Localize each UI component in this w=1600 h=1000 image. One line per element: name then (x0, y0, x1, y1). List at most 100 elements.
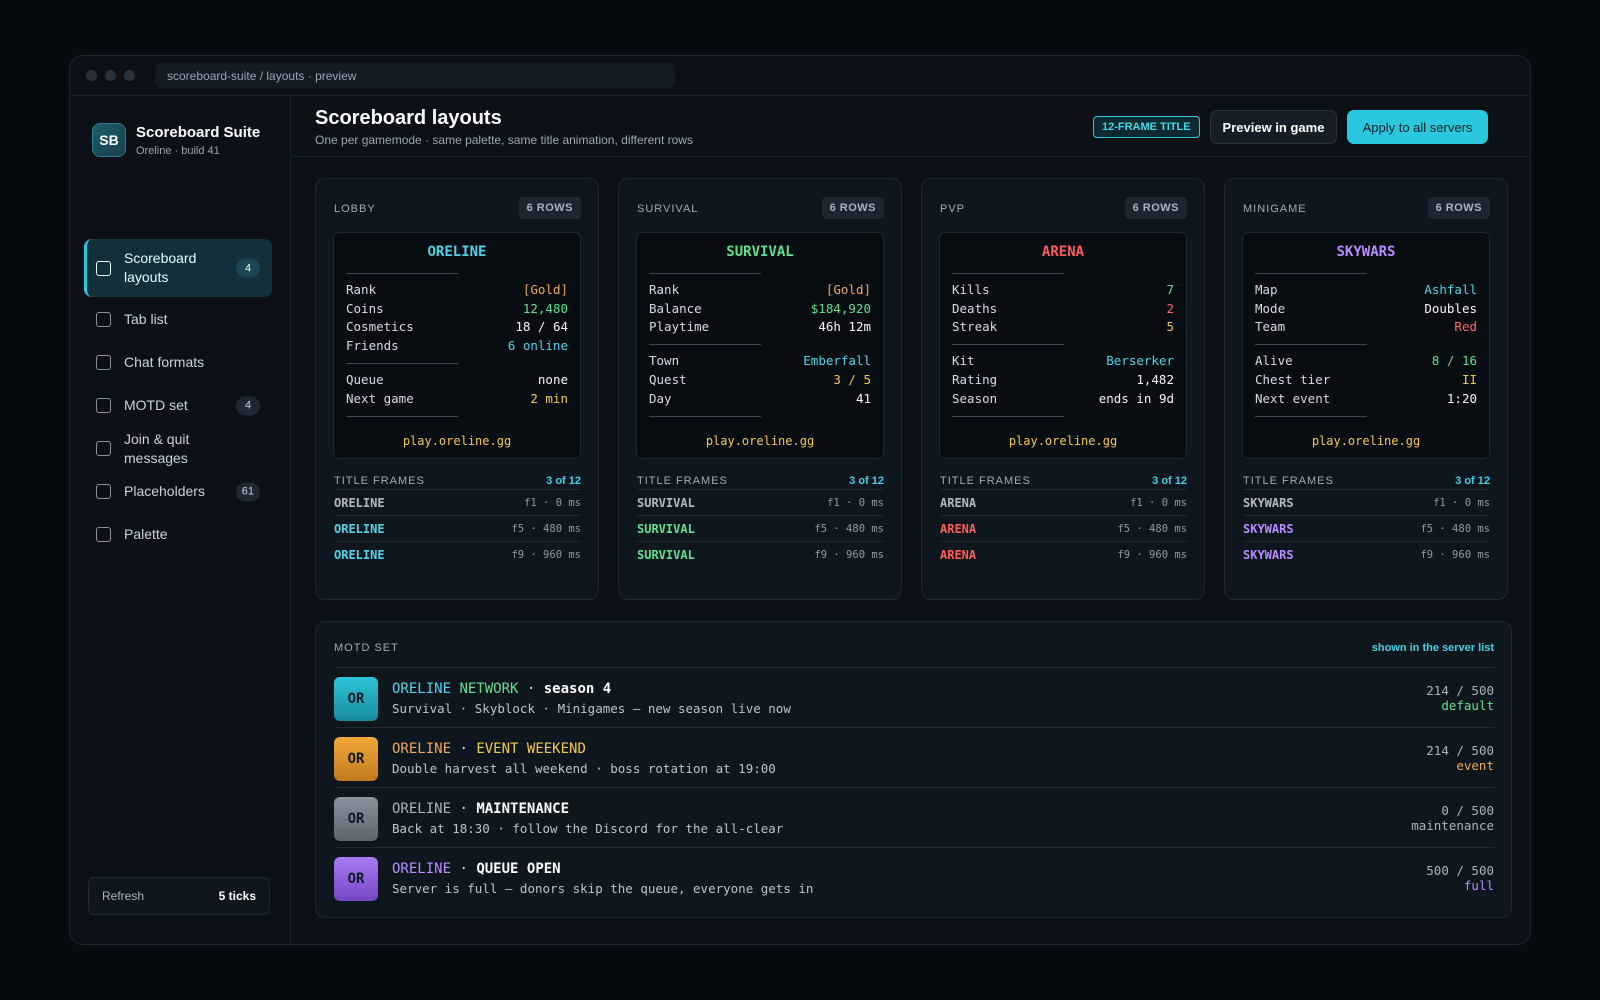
window-maximize-dot[interactable] (124, 70, 135, 81)
gamemode-label: LOBBY (334, 203, 376, 215)
sidebar-item-motd-set[interactable]: MOTD set 4 (84, 384, 272, 427)
window-close-dot[interactable] (86, 70, 97, 81)
row-label: Rank (649, 282, 680, 297)
motd-description: Back at 18:30 · follow the Discord for t… (392, 821, 784, 836)
sidebar-item-tab-list[interactable]: Tab list (84, 298, 272, 341)
row-value: Berserker (1106, 353, 1174, 369)
address-bar[interactable]: scoreboard-suite / layouts · preview (155, 63, 675, 88)
motd-entry[interactable]: OR ORELINE NETWORK · season 4 Survival · S… (334, 667, 1494, 727)
title-frames-count[interactable]: 3 of 12 (849, 475, 884, 487)
refresh-value: 5 ticks (218, 889, 256, 903)
motd-entry[interactable]: OR ORELINE · QUEUE OPEN Server is full — d… (334, 847, 1494, 907)
sidebar-item-label: MOTD set (124, 397, 188, 413)
scoreboard-row: Playtime 46h 12m (649, 319, 871, 334)
title-frame-row[interactable]: ARENA f9 · 960 ms (940, 541, 1187, 567)
title-frame-row[interactable]: ORELINE f5 · 480 ms (334, 515, 581, 541)
scoreboard-row: Alive 8 / 16 (1255, 353, 1477, 368)
title-frame-row[interactable]: SURVIVAL f5 · 480 ms (637, 515, 884, 541)
frame-text: ORELINE (334, 547, 385, 562)
motd-status: event (1456, 758, 1494, 773)
frame-text: SURVIVAL (637, 521, 695, 536)
row-value: ends in 9d (1098, 390, 1174, 406)
frame-text: ARENA (940, 547, 977, 562)
motd-headline-part: EVENT WEEKEND (476, 741, 586, 757)
server-icon: OR (334, 797, 378, 841)
refresh-control[interactable]: Refresh 5 ticks (88, 877, 270, 915)
title-frame-row[interactable]: SKYWARS f5 · 480 ms (1243, 515, 1490, 541)
server-icon: OR (334, 857, 378, 901)
frame-text: SKYWARS (1243, 495, 1294, 510)
title-frame-row[interactable]: SURVIVAL f9 · 960 ms (637, 541, 884, 567)
divider (346, 416, 458, 417)
frame-meta: f5 · 480 ms (1117, 522, 1187, 535)
count-badge: 4 (236, 396, 260, 415)
frame-text: ORELINE (334, 521, 385, 536)
scoreboard-preview: ORELINE Rank [Gold] Coins 12,480 Cosmetics 18 … (333, 232, 581, 459)
sidebar-item-placeholders[interactable]: Placeholders 61 (84, 470, 272, 513)
sidebar-item-palette[interactable]: Palette (84, 513, 272, 556)
brand: SB Scoreboard Suite Oreline · build 41 (92, 123, 260, 157)
motd-headline-part: ORELINE (392, 741, 452, 757)
title-frames-header: TITLE FRAMES 3 of 12 (940, 475, 1187, 487)
frame-text: SURVIVAL (637, 495, 695, 510)
title-frame-row[interactable]: ARENA f5 · 480 ms (940, 515, 1187, 541)
scoreboard-title: ARENA (1041, 244, 1085, 260)
titlebar: scoreboard-suite / layouts · preview (70, 56, 1530, 96)
scoreboard-title: SKYWARS (1336, 244, 1396, 260)
motd-headline-part: · (451, 801, 477, 817)
window-minimize-dot[interactable] (105, 70, 116, 81)
title-frame-row[interactable]: SKYWARS f1 · 0 ms (1243, 489, 1490, 515)
title-frames-count[interactable]: 3 of 12 (1152, 475, 1187, 487)
title-frame-row[interactable]: ORELINE f9 · 960 ms (334, 541, 581, 567)
title-frame-row[interactable]: SURVIVAL f1 · 0 ms (637, 489, 884, 515)
row-label: Queue (346, 371, 384, 387)
sidebar-item-label: Join & quit messages (124, 430, 190, 466)
frame-meta: f5 · 480 ms (1420, 522, 1490, 535)
frame-meta: f1 · 0 ms (827, 496, 884, 509)
row-value: 2 (1166, 300, 1174, 316)
preview-in-game-button[interactable]: Preview in game (1210, 110, 1337, 144)
sidebar-item-chat-formats[interactable]: Chat formats (84, 341, 272, 384)
title-frame-row[interactable]: SKYWARS f9 · 960 ms (1243, 541, 1490, 567)
frame-text: ARENA (940, 495, 977, 510)
motd-entry[interactable]: OR ORELINE · MAINTENANCE Back at 18:30 · f… (334, 787, 1494, 847)
row-label: Streak (952, 319, 998, 335)
main-content: Scoreboard layouts One per gamemode · sa… (291, 96, 1530, 944)
motd-headline-part: · (451, 861, 477, 877)
frame-meta: f9 · 960 ms (1117, 548, 1187, 561)
divider (1255, 344, 1367, 346)
scoreboard-row: Kit Berserker (952, 353, 1174, 368)
server-address: play.oreline.gg (705, 434, 815, 448)
frame-text: SKYWARS (1243, 521, 1294, 536)
sidebar-item-join-quit-messages[interactable]: Join & quit messages (84, 427, 272, 470)
sidebar-item-label: Scoreboard layouts (124, 250, 197, 285)
player-count: 500 / 500 (1426, 863, 1494, 878)
gamemode-label: MINIGAME (1243, 203, 1307, 215)
row-label: Next game (346, 390, 414, 406)
apply-to-all-servers-button[interactable]: Apply to all servers (1347, 110, 1488, 144)
title-frames-count[interactable]: 3 of 12 (1455, 475, 1490, 487)
motd-description: Survival · Skyblock · Minigames — new se… (392, 701, 791, 716)
title-frames-header: TITLE FRAMES 3 of 12 (334, 475, 581, 487)
row-value: [Gold] (522, 282, 568, 297)
motd-entry[interactable]: OR ORELINE · EVENT WEEKEND Double harvest … (334, 727, 1494, 787)
layout-card-lobby: LOBBY 6 ROWS ORELINE Rank [Gold] Coins 12,480 C… (315, 178, 599, 600)
scoreboard-row: Rating 1,482 (952, 372, 1174, 387)
sidebar-item-scoreboard-layouts[interactable]: Scoreboard layouts 4 (84, 239, 272, 297)
row-label: Deaths (952, 300, 998, 316)
title-frame-row[interactable]: ORELINE f1 · 0 ms (334, 489, 581, 515)
scoreboard-preview: ARENA Kills 7 Deaths 2 Streak 5 Kit Berserker Rat… (939, 232, 1187, 459)
row-label: Balance (649, 300, 702, 316)
title-frame-row[interactable]: ARENA f1 · 0 ms (940, 489, 1187, 515)
frame-count-badge: 12-FRAME TITLE (1093, 116, 1200, 138)
row-label: Coins (346, 300, 384, 316)
scoreboard-row: Team Red (1255, 319, 1477, 334)
title-frames-count[interactable]: 3 of 12 (546, 475, 581, 487)
rows-badge: 6 ROWS (1427, 197, 1490, 219)
motd-headline-part: ORELINE (392, 801, 452, 817)
scoreboard-title: ORELINE (427, 244, 487, 260)
layout-cards: LOBBY 6 ROWS ORELINE Rank [Gold] Coins 12,480 C… (315, 178, 1508, 600)
scoreboard-row: Quest 3 / 5 (649, 372, 871, 387)
motd-note: shown in the server list (1371, 642, 1494, 654)
row-label: Season (952, 390, 998, 406)
